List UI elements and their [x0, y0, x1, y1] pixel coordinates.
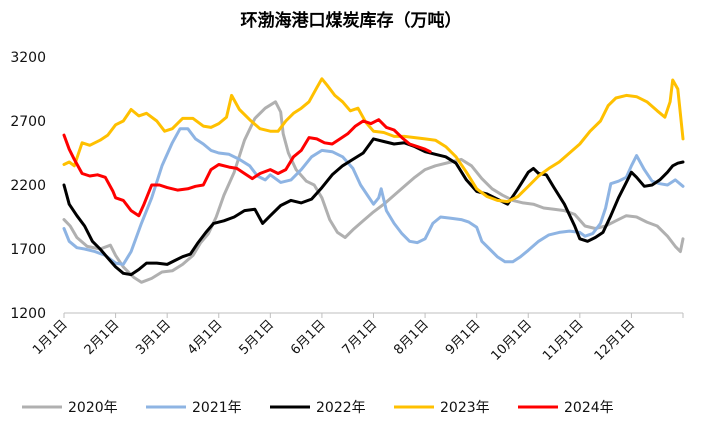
legend-label: 2022年	[316, 400, 366, 416]
y-tick-label: 2200	[10, 178, 46, 194]
series-line-2	[62, 127, 685, 266]
y-tick-label: 1700	[10, 242, 46, 258]
x-axis: 1月1日 2月1日 3月1日 4月1日 5月1日 6月1日 7月1日 8月1日 9月1日 10月1…	[30, 312, 684, 364]
x-tick-label: 10月1日	[489, 317, 536, 364]
y-tick-label: 1200	[10, 306, 46, 322]
y-tick-label: 2700	[10, 114, 46, 130]
legend-label: 2023年	[440, 400, 490, 416]
legend-label: 2020年	[68, 400, 118, 416]
x-tick-label: 9月1日	[443, 317, 484, 358]
series-line-4	[62, 77, 685, 204]
legend: 2020年 2021年 2022年 2023年 2024年	[22, 400, 614, 416]
series-line-3	[62, 137, 685, 277]
series-layer	[62, 77, 685, 284]
y-axis: 1200 1700 2200 2700 3200	[10, 50, 46, 322]
x-tick-label: 2月1日	[82, 317, 123, 358]
legend-label: 2024年	[564, 400, 614, 416]
series-line-5	[62, 118, 432, 218]
x-tick-label: 3月1日	[133, 317, 174, 358]
series-line-1	[62, 100, 685, 284]
x-tick-label: 8月1日	[391, 317, 432, 358]
legend-label: 2021年	[192, 400, 242, 416]
x-tick-label: 5月1日	[236, 317, 277, 358]
x-tick-label: 11月1日	[540, 317, 587, 364]
x-tick-label: 12月1日	[592, 317, 639, 364]
x-tick-label: 6月1日	[288, 317, 329, 358]
y-tick-label: 3200	[10, 50, 46, 66]
x-tick-label: 4月1日	[185, 317, 226, 358]
x-tick-label: 1月1日	[30, 317, 71, 358]
x-tick-label: 7月1日	[340, 317, 381, 358]
chart-title: 环渤海港口煤炭库存（万吨）	[241, 10, 462, 31]
